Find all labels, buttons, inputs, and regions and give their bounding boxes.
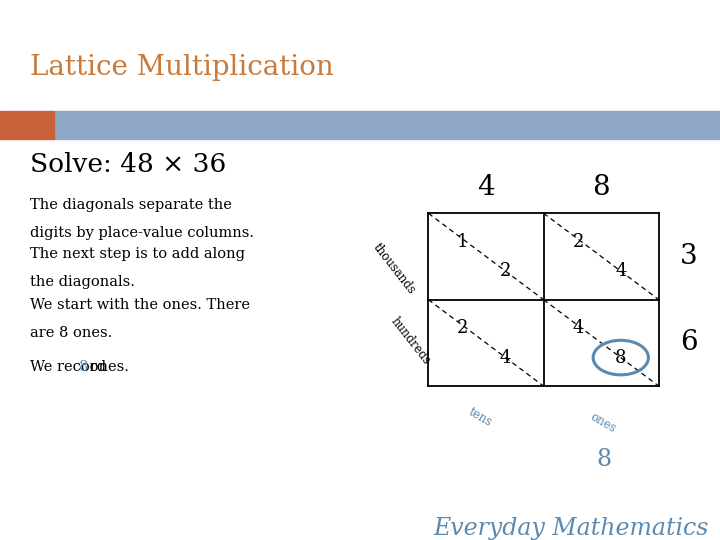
Text: 6: 6 bbox=[680, 329, 698, 356]
Text: hundreds: hundreds bbox=[388, 315, 433, 367]
Text: 2: 2 bbox=[500, 262, 511, 280]
Text: 8: 8 bbox=[79, 360, 89, 374]
Text: 1: 1 bbox=[457, 233, 469, 251]
Text: We record: We record bbox=[30, 360, 111, 374]
Text: 8: 8 bbox=[615, 349, 626, 367]
Text: 4: 4 bbox=[477, 174, 495, 201]
Text: The diagonals separate the: The diagonals separate the bbox=[30, 198, 232, 212]
Text: digits by place-value columns.: digits by place-value columns. bbox=[30, 226, 254, 240]
Text: 4: 4 bbox=[615, 262, 626, 280]
Text: thousands: thousands bbox=[370, 241, 418, 296]
Text: 4: 4 bbox=[572, 319, 584, 337]
Text: 8: 8 bbox=[596, 448, 611, 470]
Text: the diagonals.: the diagonals. bbox=[30, 275, 135, 289]
Text: tens: tens bbox=[466, 406, 495, 429]
Text: Everyday Mathematics: Everyday Mathematics bbox=[434, 517, 709, 539]
Text: ones.: ones. bbox=[85, 360, 129, 374]
Text: 3: 3 bbox=[680, 243, 698, 270]
Text: Lattice Multiplication: Lattice Multiplication bbox=[30, 54, 334, 81]
Text: 4: 4 bbox=[500, 349, 511, 367]
Text: 8: 8 bbox=[593, 174, 610, 201]
Text: We start with the ones. There: We start with the ones. There bbox=[30, 298, 251, 312]
Bar bbox=[0, 111, 54, 139]
Text: 2: 2 bbox=[572, 233, 584, 251]
Text: The next step is to add along: The next step is to add along bbox=[30, 247, 246, 261]
Bar bbox=[54, 111, 720, 139]
Text: are 8 ones.: are 8 ones. bbox=[30, 326, 112, 340]
Text: 2: 2 bbox=[457, 319, 469, 337]
Text: ones: ones bbox=[588, 410, 618, 435]
Text: Solve: 48 × 36: Solve: 48 × 36 bbox=[30, 152, 227, 177]
